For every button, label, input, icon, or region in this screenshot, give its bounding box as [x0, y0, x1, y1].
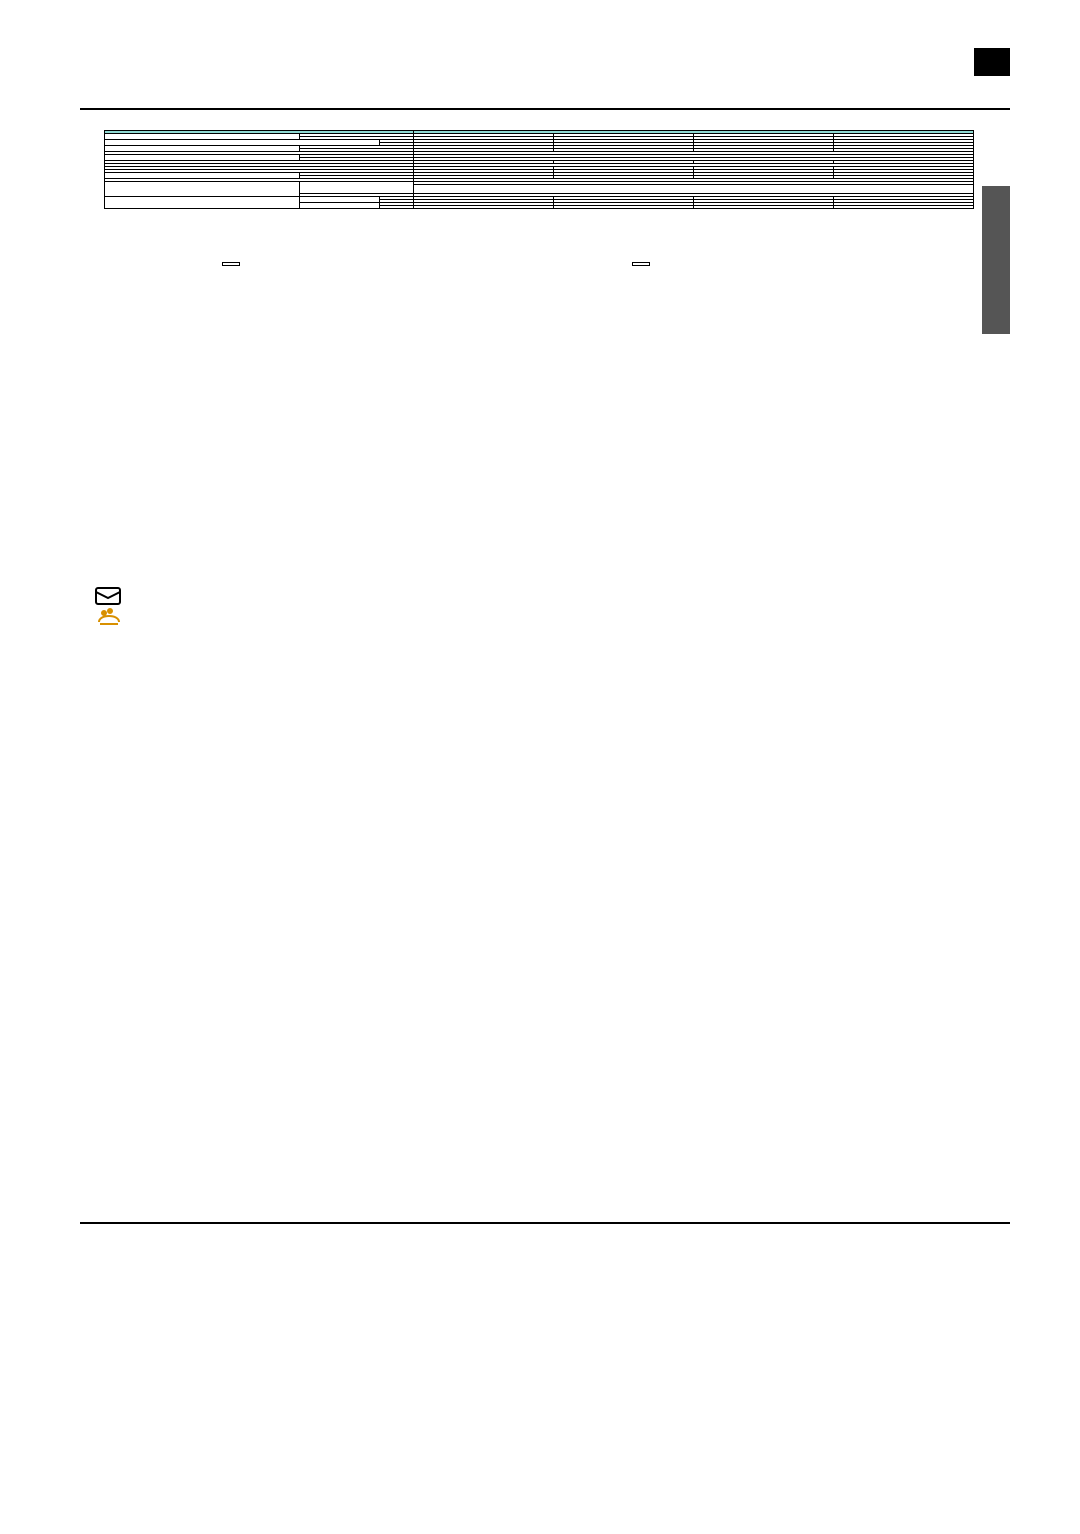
content — [104, 130, 974, 631]
page-number — [974, 48, 1010, 76]
chart-svg-60 — [152, 275, 512, 555]
cell — [300, 203, 380, 209]
note-icon — [92, 586, 138, 631]
weight-label — [105, 197, 300, 209]
chart-title-60 — [222, 262, 240, 266]
top-rule — [80, 108, 1010, 110]
charts — [152, 257, 974, 560]
cell — [554, 206, 694, 209]
dyn-label — [300, 182, 414, 194]
spec-table — [104, 130, 974, 209]
cell — [380, 206, 414, 209]
cell — [414, 185, 974, 194]
cell — [834, 206, 974, 209]
cell — [414, 206, 554, 209]
chart-svg-50 — [562, 275, 922, 555]
chart-50hz — [562, 257, 922, 560]
bottom-rule — [80, 1222, 1010, 1224]
chart-60hz — [152, 257, 512, 560]
side-tab — [982, 186, 1010, 334]
brake-label — [105, 182, 300, 197]
note — [92, 586, 974, 631]
cell — [694, 206, 834, 209]
chart-title-50 — [632, 262, 650, 266]
